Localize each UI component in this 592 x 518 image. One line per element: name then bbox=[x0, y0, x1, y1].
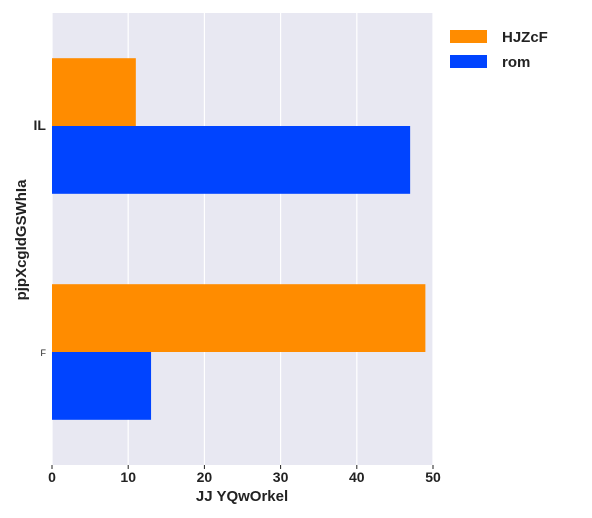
legend-label: rom bbox=[502, 54, 530, 71]
legend-swatch bbox=[450, 30, 487, 43]
x-axis-label: JJ YQwOrkel bbox=[196, 488, 288, 505]
legend: HJZcF rom bbox=[450, 29, 548, 71]
x-tick-label: 0 bbox=[48, 469, 56, 485]
y-axis-label: pjpXcgIdGSWhIa bbox=[13, 179, 30, 300]
bar-rom-IL bbox=[52, 126, 411, 194]
x-tick-label: 30 bbox=[273, 469, 289, 485]
y-categories: IL F bbox=[34, 117, 47, 358]
x-ticks: 0 10 20 30 40 50 bbox=[48, 465, 441, 485]
x-tick-label: 20 bbox=[197, 469, 213, 485]
bar-HJZcF-F bbox=[52, 284, 426, 352]
legend-label: HJZcF bbox=[502, 29, 548, 46]
bars-group bbox=[52, 58, 426, 420]
x-tick-label: 10 bbox=[120, 469, 136, 485]
x-tick-label: 50 bbox=[425, 469, 441, 485]
bar-rom-F bbox=[52, 352, 152, 420]
legend-swatch bbox=[450, 55, 487, 68]
y-category-label: IL bbox=[34, 117, 47, 133]
x-tick-label: 40 bbox=[349, 469, 365, 485]
y-category-label: F bbox=[41, 348, 47, 358]
bar-HJZcF-IL bbox=[52, 58, 136, 127]
